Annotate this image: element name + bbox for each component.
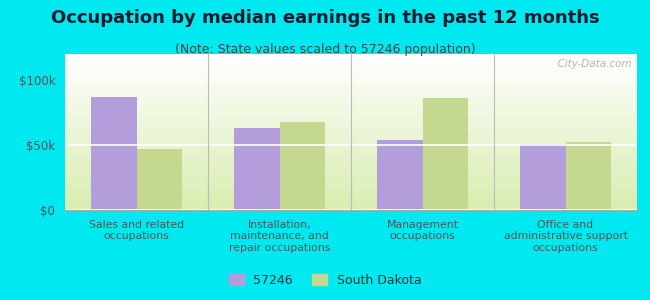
Bar xyxy=(280,122,325,210)
Text: (Note: State values scaled to 57246 population): (Note: State values scaled to 57246 popu… xyxy=(175,44,475,56)
Bar xyxy=(377,140,423,210)
Bar xyxy=(422,98,468,210)
Bar xyxy=(91,97,136,210)
Bar xyxy=(234,128,280,210)
Text: Occupation by median earnings in the past 12 months: Occupation by median earnings in the pas… xyxy=(51,9,599,27)
Legend: 57246, South Dakota: 57246, South Dakota xyxy=(225,270,425,291)
Bar xyxy=(136,149,182,210)
Bar xyxy=(566,142,611,210)
Bar xyxy=(520,144,566,210)
Text: City-Data.com: City-Data.com xyxy=(551,59,631,69)
